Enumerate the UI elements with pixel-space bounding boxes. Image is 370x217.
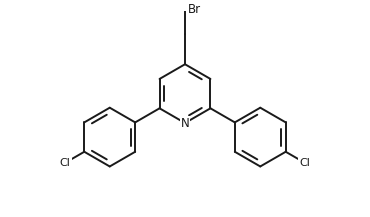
Text: N: N xyxy=(181,117,189,130)
Text: Cl: Cl xyxy=(299,158,310,168)
Text: Br: Br xyxy=(188,3,201,16)
Text: Cl: Cl xyxy=(60,158,71,168)
